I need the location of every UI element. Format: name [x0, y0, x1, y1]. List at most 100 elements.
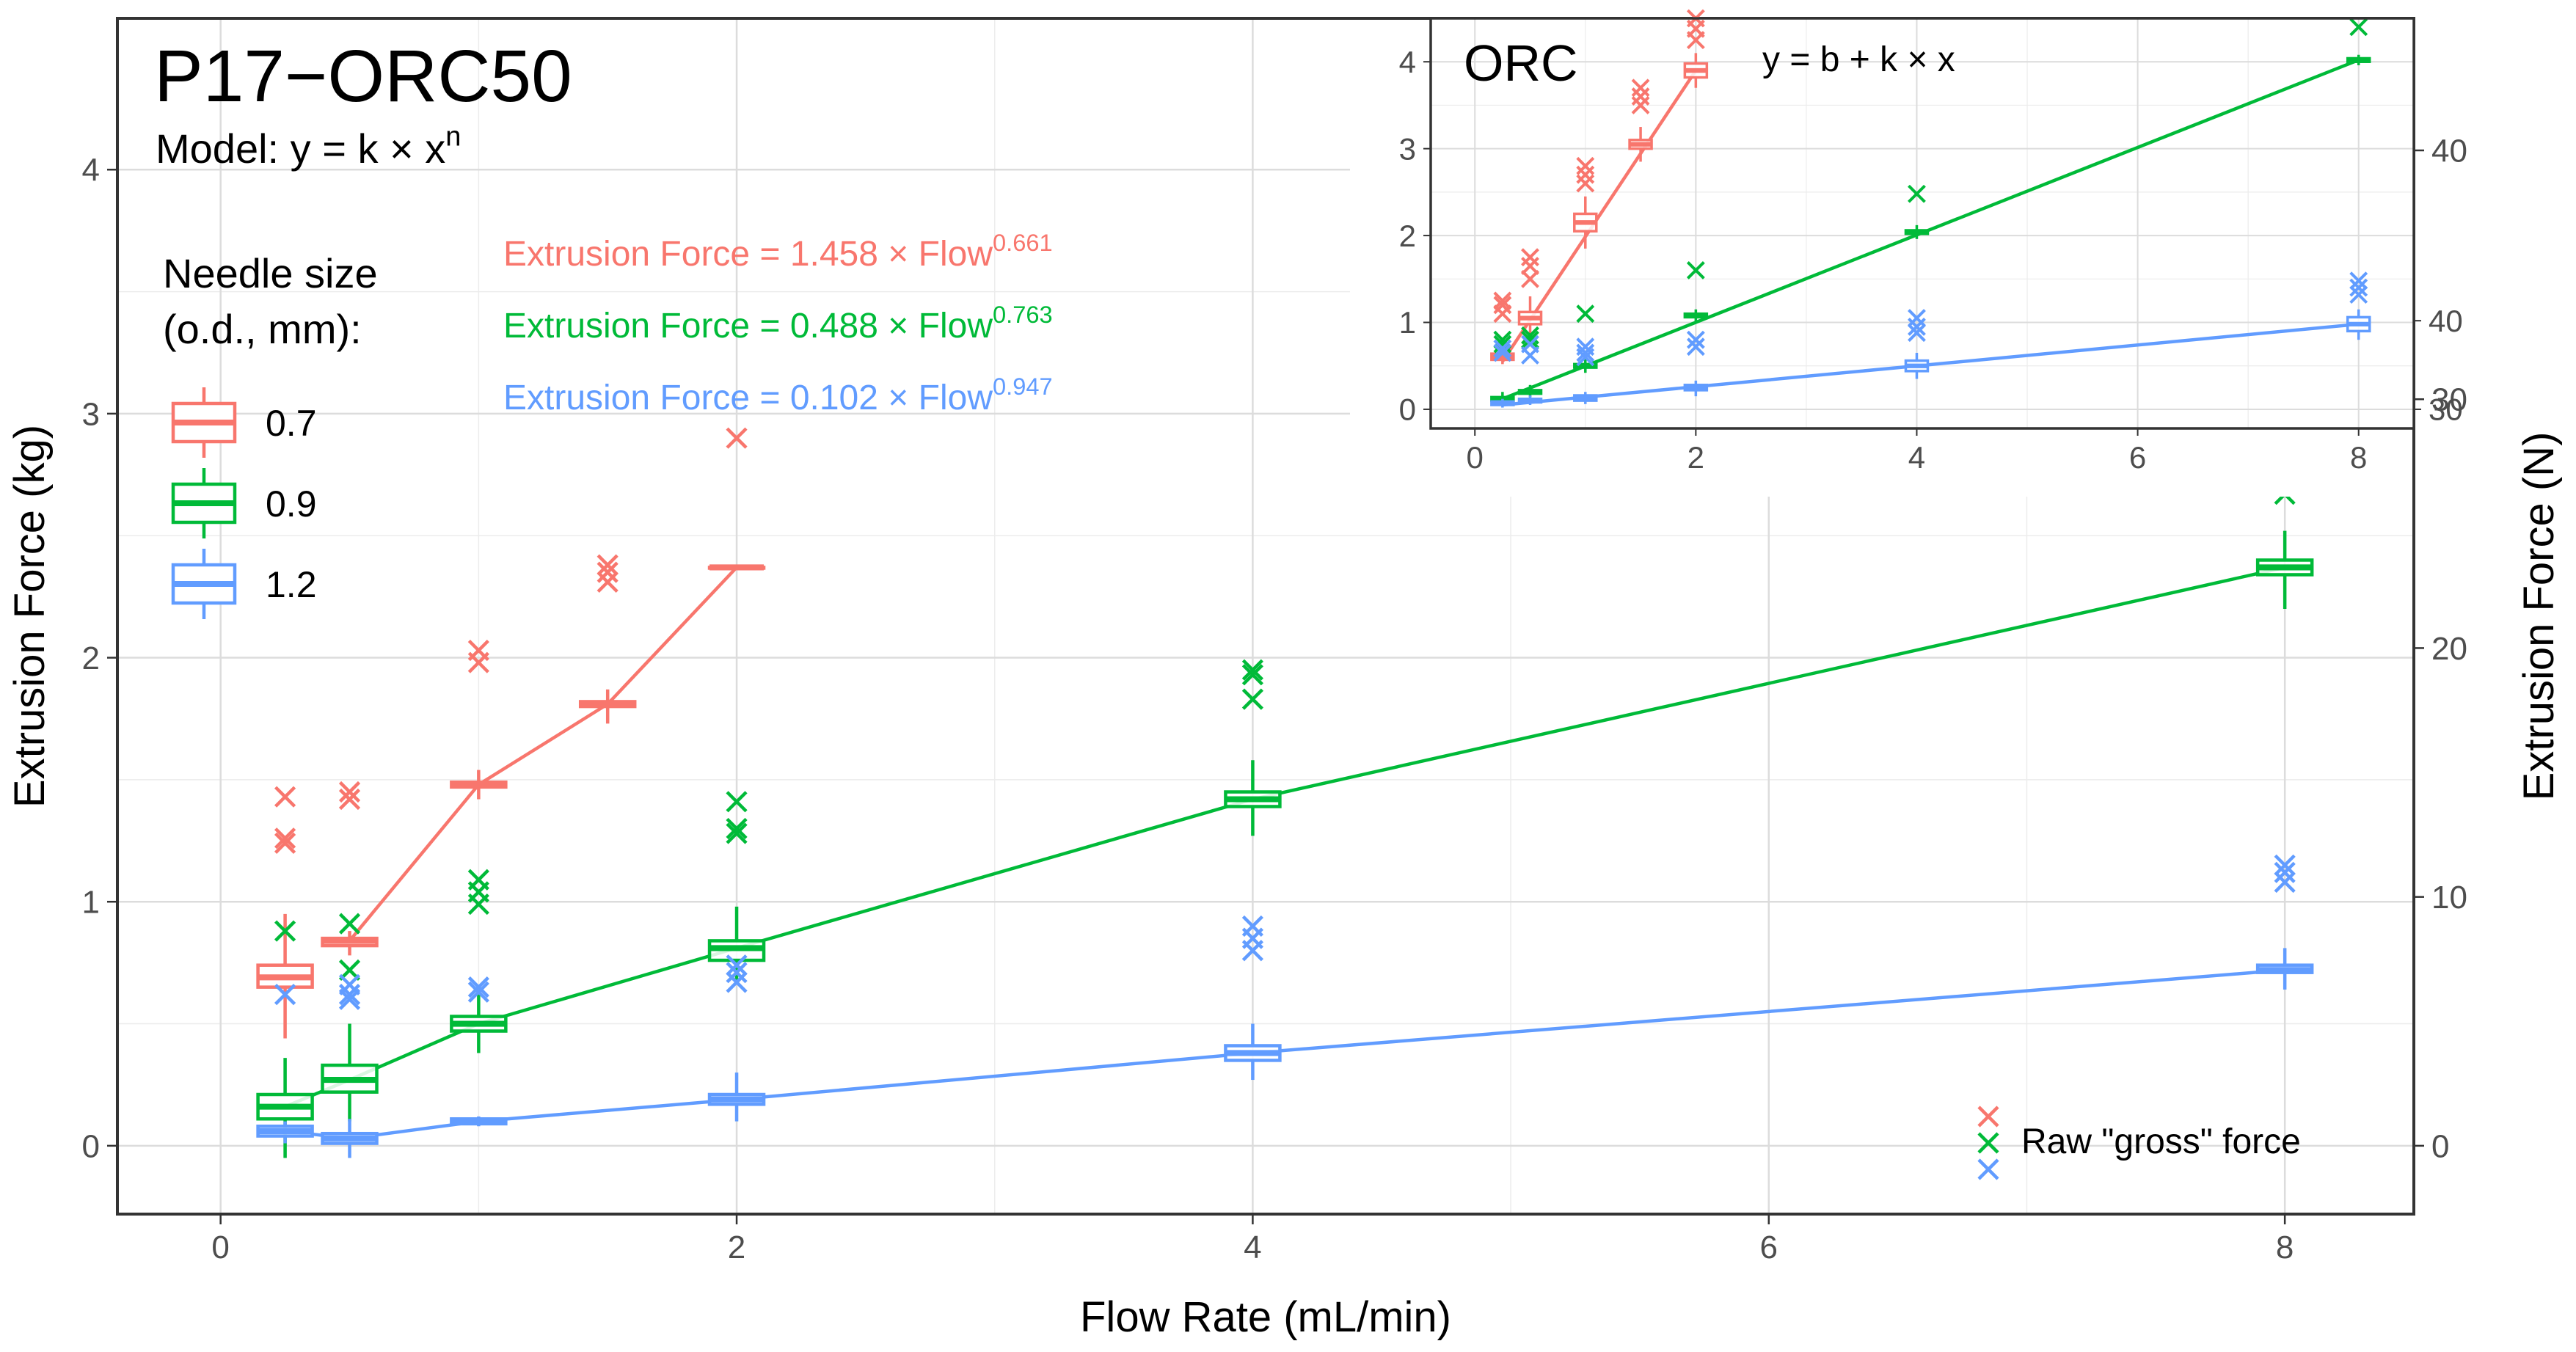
legend-label-1.2: 1.2: [266, 564, 317, 605]
raw-point-1.2: [1241, 940, 1264, 962]
series-0.7: [1490, 9, 1709, 365]
y-tick-label: 1: [82, 885, 100, 921]
y2-tick-label: 0: [2431, 1128, 2449, 1164]
raw-point-1.2: [1908, 318, 1926, 336]
y-tick-label: 3: [82, 396, 100, 432]
raw-point-0.7: [1576, 174, 1595, 193]
equation-1.2-text: Extrusion Force = 0.102 × Flow: [503, 379, 993, 417]
x-tick-label: 8: [2276, 1229, 2294, 1265]
raw-point-0.9: [467, 893, 489, 916]
raw-point-0.9: [338, 913, 361, 935]
raw-point-1.2: [726, 971, 748, 993]
raw-point-1.2: [2274, 854, 2296, 876]
model-label-exponent: n: [445, 121, 461, 152]
raw-point-1.2: [467, 981, 489, 1003]
y-tick-label: 1: [1399, 305, 1416, 340]
y2-axis-title: Extrusion Force (N): [2515, 432, 2563, 801]
equation-1.2-exponent: 0.947: [993, 373, 1053, 400]
y-tick-label: 0: [82, 1128, 100, 1164]
model-label-text: Model: y = k × x: [156, 125, 445, 172]
equation-0.7: Extrusion Force = 1.458 × Flow0.661: [503, 229, 1053, 274]
series-0.9: [256, 451, 2314, 1158]
x-axis-title: Flow Rate (mL/min): [1080, 1293, 1451, 1341]
x-tick-label: 4: [1908, 440, 1925, 475]
raw-point-0.9: [274, 920, 296, 942]
raw-point-0.7: [1686, 31, 1705, 50]
inset-title: ORC: [1464, 34, 1578, 92]
raw-point-0.7: [596, 554, 619, 576]
raw-point-0.7: [467, 651, 489, 673]
raw-point-0.7: [1521, 269, 1539, 288]
raw-point-0.9: [726, 791, 748, 813]
x-tick-label: 0: [211, 1229, 229, 1265]
raw-point-0.9: [1241, 688, 1264, 710]
equation-1.2: Extrusion Force = 0.102 × Flow0.947: [503, 373, 1053, 417]
model-label: Model: y = k × xn: [156, 121, 461, 172]
y-tick-label: 4: [1399, 45, 1416, 79]
raw-point-1.2: [274, 984, 296, 1006]
raw-legend-cross-0.7: [1977, 1106, 1999, 1128]
legend-label-0.7: 0.7: [266, 403, 317, 444]
raw-point-0.9: [1686, 261, 1705, 279]
raw-point-0.9: [1908, 184, 1926, 203]
fit-line-0.9: [1502, 58, 2360, 401]
y2-tick-label: 30: [2431, 382, 2467, 418]
y-axis-title: Extrusion Force (kg): [6, 425, 54, 808]
plot-panel-border: [1429, 17, 2415, 430]
inset-model-label: y = b + k × x: [1762, 40, 1955, 79]
legend-label-0.9: 0.9: [266, 483, 317, 525]
raw-legend-label: Raw "gross" force: [2021, 1122, 2301, 1161]
raw-point-0.7: [1521, 257, 1539, 275]
raw-point-0.9: [1241, 659, 1264, 681]
series-1.2: [256, 854, 2314, 1158]
raw-point-0.7: [596, 561, 619, 583]
raw-point-0.7: [726, 427, 748, 449]
x-tick-label: 0: [1467, 440, 1484, 475]
legend-title-line1: Needle size: [163, 250, 378, 296]
raw-point-1.2: [1521, 346, 1539, 365]
y2-tick-label: 30: [2429, 392, 2463, 427]
raw-point-0.7: [274, 827, 296, 849]
raw-point-0.7: [338, 781, 361, 803]
equation-0.7-exponent: 0.661: [993, 229, 1053, 256]
y-tick-label: 4: [82, 153, 100, 189]
raw-point-0.9: [1241, 664, 1264, 686]
raw-point-1.2: [1908, 324, 1926, 343]
x-tick-label: 4: [1244, 1229, 1261, 1265]
x-tick-label: 2: [728, 1229, 745, 1265]
x-tick-label: 2: [1687, 440, 1704, 475]
raw-point-1.2: [2349, 285, 2368, 304]
raw-point-0.9: [1576, 304, 1595, 324]
equation-0.9-exponent: 0.763: [993, 301, 1053, 328]
y-tick-label: 2: [82, 640, 100, 676]
raw-point-1.2: [1576, 343, 1595, 362]
x-tick-label: 6: [2129, 440, 2146, 475]
raw-point-1.2: [726, 954, 748, 976]
x-tick-label: 6: [1760, 1229, 1778, 1265]
raw-point-1.2: [467, 976, 489, 998]
raw-point-0.9: [726, 822, 748, 844]
raw-point-1.2: [1686, 337, 1705, 357]
y2-tick-label: 20: [2431, 631, 2467, 667]
fit-line-1.2: [1502, 322, 2359, 407]
raw-point-1.2: [2349, 271, 2368, 291]
raw-point-0.7: [338, 788, 361, 811]
raw-point-1.2: [1493, 339, 1512, 358]
raw-point-0.9: [2349, 18, 2368, 37]
raw-point-1.2: [1493, 343, 1512, 362]
equation-0.9-text: Extrusion Force = 0.488 × Flow: [503, 307, 993, 346]
series-1.2: [1490, 271, 2371, 408]
inset-plot: 0 2 4 6 8 0 1 2 3 4 30 40 ORC y = b + k × x: [1350, 9, 2463, 497]
y-tick-label: 2: [1399, 219, 1416, 253]
plot-panel-border: [116, 17, 2415, 1216]
raw-point-0.7: [596, 571, 619, 593]
raw-point-1.2: [2274, 861, 2296, 883]
chart-title: P17−ORC50: [154, 35, 572, 117]
raw-point-1.2: [2349, 278, 2368, 297]
raw-point-0.7: [274, 786, 296, 808]
raw-point-0.7: [274, 832, 296, 854]
x-tick-label: 8: [2350, 440, 2367, 475]
raw-point-1.2: [1686, 330, 1705, 349]
legend-title-line2: (o.d., mm):: [163, 306, 362, 352]
